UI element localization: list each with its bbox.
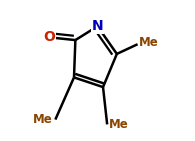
Text: O: O [43, 30, 55, 44]
Text: N: N [92, 19, 103, 33]
Text: Me: Me [33, 113, 53, 126]
Text: Me: Me [139, 36, 159, 49]
Text: Me: Me [109, 118, 128, 131]
